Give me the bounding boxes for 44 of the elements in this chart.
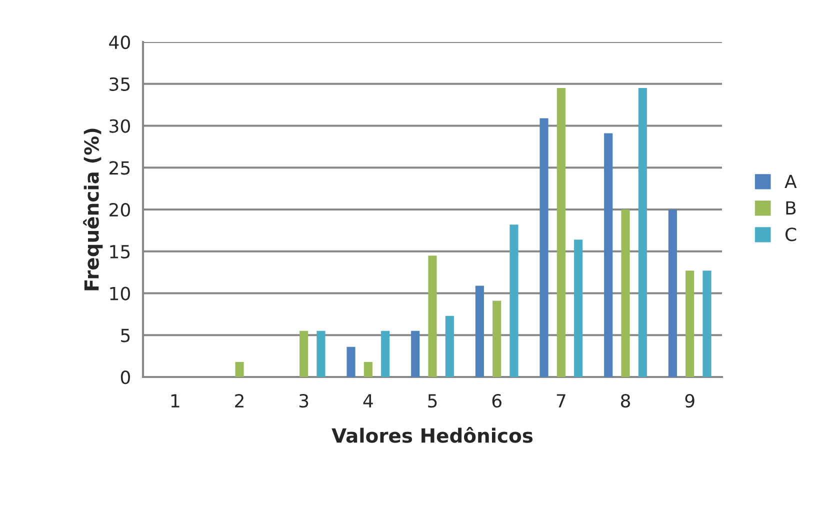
bar (235, 362, 244, 377)
x-tick-label: 7 (556, 394, 566, 408)
bar (492, 300, 502, 377)
bar (316, 330, 326, 377)
x-tick-label: 1 (171, 394, 180, 408)
x-tick-label: 9 (685, 394, 694, 408)
y-tick-label: 40 (109, 35, 130, 50)
bar (604, 133, 613, 377)
bar (702, 270, 712, 377)
bar (381, 330, 390, 377)
y-tick-label: 30 (110, 119, 130, 133)
bar (574, 240, 583, 377)
bar (445, 316, 454, 377)
x-tick-label: 8 (620, 394, 630, 408)
y-tick-label: 5 (121, 328, 130, 342)
bar (346, 346, 356, 377)
bar (300, 330, 308, 377)
x-tick-label: 2 (235, 394, 244, 408)
x-tick-label: 6 (492, 394, 502, 408)
bar (475, 286, 484, 377)
bar (510, 224, 518, 377)
bar (668, 210, 677, 377)
x-tick-label: 5 (428, 394, 437, 408)
legend-label: C (786, 228, 796, 242)
bar (540, 118, 548, 377)
y-axis-title: Frequência (%) (83, 128, 103, 290)
x-axis-title: Valores Hedônicos (332, 427, 533, 443)
bar (556, 88, 566, 377)
x-tick-label: 3 (299, 394, 308, 408)
y-tick-label: 35 (110, 77, 130, 91)
bar (411, 330, 420, 377)
y-tick-label: 20 (110, 202, 130, 217)
y-tick-label: 0 (120, 370, 130, 384)
legend-label: B (786, 201, 796, 214)
x-tick-label: 4 (363, 394, 373, 408)
bar (638, 88, 647, 377)
y-tick-label: 15 (110, 245, 130, 258)
bar (364, 362, 372, 377)
y-tick-label: 10 (110, 286, 130, 300)
bar (621, 210, 630, 377)
legend-label: A (784, 174, 797, 188)
bar (686, 270, 694, 377)
y-tick-label: 25 (110, 161, 130, 175)
bar (428, 256, 437, 377)
